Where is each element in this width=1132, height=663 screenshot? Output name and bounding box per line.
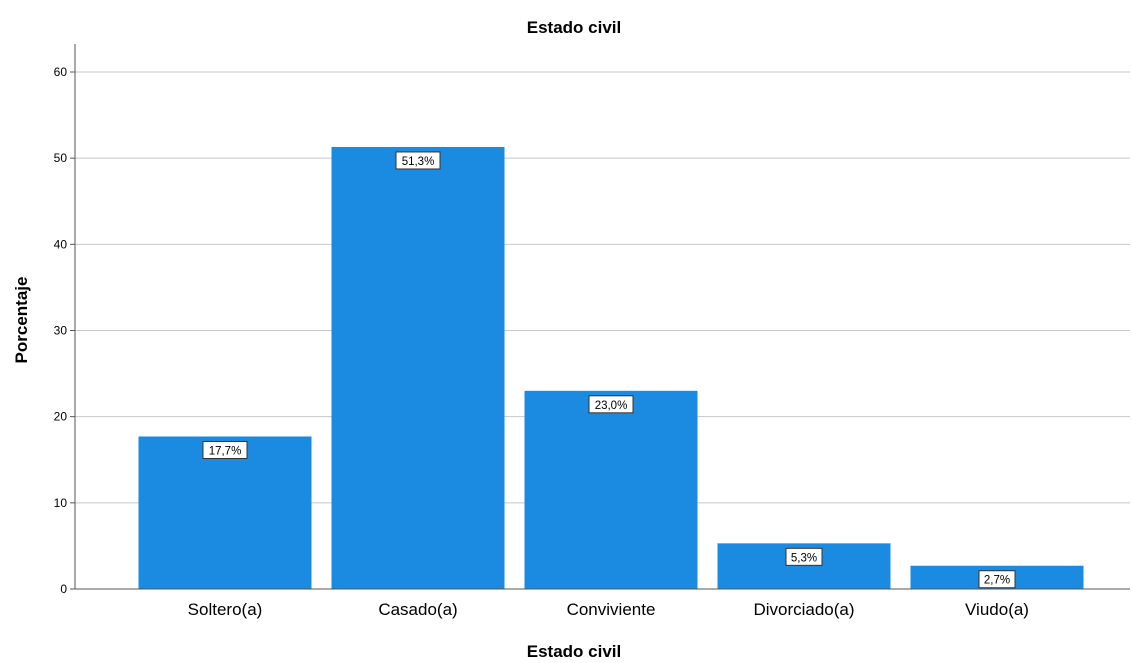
- data-labels: 17,7% 51,3% 23,0% 5,3% 2,7%: [202, 151, 1016, 589]
- data-label-box: [202, 440, 248, 459]
- gridlines: [75, 71, 1130, 504]
- chart-title: Estado civil: [527, 18, 621, 37]
- y-axis-title: Porcentaje: [12, 277, 31, 364]
- data-label: 17,7%: [202, 440, 248, 459]
- data-label-box: [588, 395, 634, 414]
- y-tick-label: 10: [54, 496, 68, 510]
- bars: [138, 146, 1084, 589]
- data-label-text: 23,0%: [595, 400, 628, 412]
- y-ticks: 0 10 20 30 40 50 60: [54, 65, 75, 596]
- y-tick-label: 20: [54, 410, 68, 424]
- bar: [524, 390, 698, 589]
- data-label-box: [785, 547, 823, 566]
- y-tick-label: 60: [54, 65, 68, 79]
- data-label-box: [978, 570, 1016, 589]
- y-tick-label: 0: [60, 582, 67, 596]
- data-label-text: 17,7%: [209, 445, 242, 457]
- bar: [138, 436, 312, 589]
- x-tick-label: Divorciado(a): [753, 600, 854, 619]
- y-tick-label: 50: [54, 151, 68, 165]
- data-label-text: 5,3%: [791, 552, 817, 564]
- x-tick-label: Soltero(a): [188, 600, 263, 619]
- data-label-text: 51,3%: [402, 156, 435, 168]
- x-tick-label: Casado(a): [378, 600, 457, 619]
- data-label-text: 2,7%: [984, 575, 1010, 587]
- x-tick-label: Conviviente: [567, 600, 656, 619]
- bar: [331, 146, 505, 589]
- data-label: 5,3%: [785, 547, 823, 566]
- x-axis-title: Estado civil: [527, 642, 621, 661]
- data-label-box: [395, 151, 441, 170]
- data-label: 23,0%: [588, 395, 634, 414]
- x-tick-label: Viudo(a): [965, 600, 1029, 619]
- data-label: 2,7%: [978, 570, 1016, 589]
- y-tick-label: 30: [54, 324, 68, 338]
- x-ticks: Soltero(a) Casado(a) Conviviente Divorciado…: [188, 600, 1029, 619]
- y-tick-label: 40: [54, 237, 68, 251]
- data-label: 51,3%: [395, 151, 441, 170]
